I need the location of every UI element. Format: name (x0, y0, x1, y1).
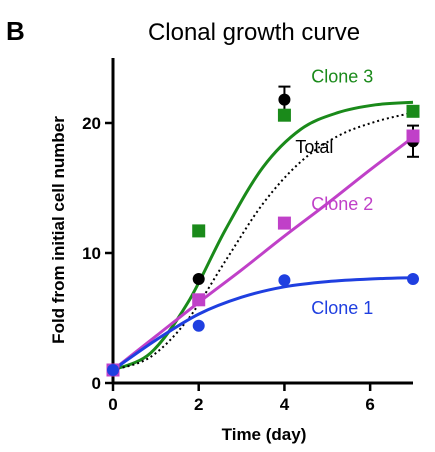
point-clone-1 (407, 273, 419, 285)
y-tick-label: 10 (82, 244, 101, 263)
point-clone-2 (192, 293, 206, 307)
point-total (192, 273, 205, 285)
panel-letter: B (6, 16, 25, 46)
y-axis-label: Fold from initial cell number (49, 116, 68, 344)
series-label-clone-3: Clone 3 (311, 67, 373, 87)
point-clone-2 (406, 129, 420, 143)
x-tick-label: 4 (280, 395, 290, 414)
series-labels: Clone 3 Total Clone 2 Clone 1 (295, 67, 373, 318)
y-tick-label: 20 (82, 114, 101, 133)
chart-title: Clonal growth curve (148, 19, 360, 46)
x-axis-label: Time (day) (222, 425, 307, 444)
point-clone-2 (277, 216, 291, 230)
series-label-clone-2: Clone 2 (311, 194, 373, 214)
point-clone-3 (277, 108, 291, 122)
point-clone-1 (278, 274, 291, 287)
series-label-total: Total (295, 137, 333, 157)
point-clone-1 (192, 319, 205, 332)
x-tick-label: 6 (365, 395, 374, 414)
point-clone-3 (406, 104, 420, 118)
y-tick-label: 0 (92, 374, 101, 393)
point-clone-3 (192, 224, 206, 238)
point-total (278, 93, 291, 106)
fit-curve-clone-2 (112, 136, 414, 372)
x-tick-label: 2 (194, 395, 203, 414)
fit-curve-total (112, 111, 414, 371)
x-tick-label: 0 (108, 395, 117, 414)
fit-curve-clone-1 (112, 276, 414, 372)
point-clone-1 (107, 364, 119, 376)
fit-curve-clone-3 (112, 100, 414, 372)
series-label-clone-1: Clone 1 (311, 298, 373, 318)
fit-curves (112, 100, 414, 372)
axes: 0 10 20 0 2 4 6 (82, 58, 413, 414)
data-points (106, 93, 420, 377)
